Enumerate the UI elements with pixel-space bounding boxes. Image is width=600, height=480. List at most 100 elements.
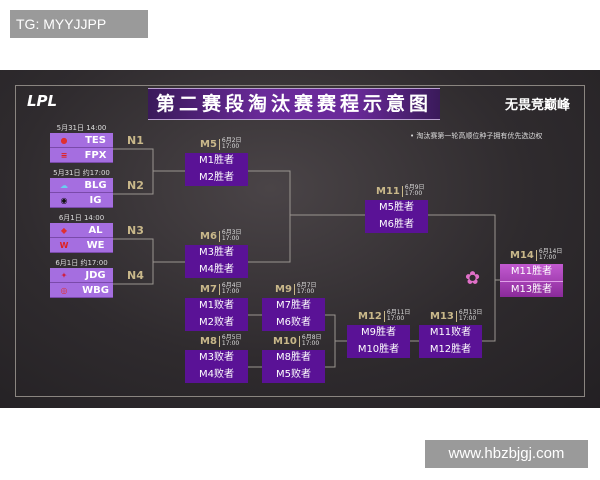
line-m6: [248, 215, 291, 263]
team-name: BLG: [84, 179, 107, 191]
team-row: ◎ WBG: [50, 283, 113, 298]
team-row: ✦ JDG: [50, 268, 113, 283]
match-time: 17:00: [538, 254, 557, 261]
slot: M8胜者: [276, 352, 311, 363]
slot: M1败者: [199, 300, 234, 311]
slot: M2败者: [199, 316, 234, 328]
match-date: 6月8日: [301, 334, 322, 341]
match-time: 17:00: [221, 235, 240, 242]
page-title: 第二赛段淘汰赛赛程示意图: [148, 88, 440, 120]
slot: M10胜者: [357, 343, 400, 355]
slot: M6败者: [276, 316, 311, 328]
tes-logo-icon: ●: [60, 135, 68, 145]
team-row: ☁ BLG: [50, 178, 113, 193]
slot: M12胜者: [429, 343, 472, 355]
overlay-label: TG: MYYJJPP: [10, 10, 148, 38]
match-box-m8: M3败者 M4败者: [185, 350, 248, 383]
line-m5: [248, 170, 365, 216]
slot: M7胜者: [276, 300, 311, 311]
match-time: 17:00: [404, 190, 423, 197]
team-name: IG: [89, 194, 102, 206]
bracket-poster: LPL 第二赛段淘汰赛赛程示意图 无畏竞巅峰 • 淘汰赛第一轮高顺位种子拥有优先…: [0, 70, 600, 408]
slot: M9胜者: [361, 327, 396, 338]
match-date: 6月1日 14:00: [58, 214, 105, 222]
team-name: FPX: [84, 149, 107, 161]
match-box-m14-final: M11胜者 M13胜者: [500, 264, 563, 297]
blg-logo-icon: ☁: [60, 180, 68, 190]
match-date: 6月1日 约17:00: [55, 259, 108, 267]
label-n2: N2: [127, 179, 144, 192]
match-time: 17:00: [221, 288, 240, 295]
match-m5: M5 6月2日 17:00: [200, 138, 242, 150]
bracket-lines: [113, 148, 500, 368]
match-date: 6月9日: [404, 184, 425, 191]
match-time: 17:00: [221, 143, 240, 150]
match-date: 6月14日: [538, 248, 563, 255]
match-box-m9: M7胜者 M6败者: [262, 298, 325, 331]
label-n1: N1: [127, 134, 144, 147]
match-id: M11: [376, 185, 403, 197]
match-box-m11: M5胜者 M6胜者: [365, 200, 428, 233]
first-round-n3: 6月1日 14:00 ◆ AL W WE: [50, 213, 113, 253]
match-id: M9: [275, 283, 295, 295]
match-date: 6月2日: [221, 137, 242, 144]
team-name: JDG: [85, 269, 106, 281]
team-name: AL: [88, 224, 103, 236]
line-m11-m13: [428, 214, 500, 342]
match-time: 17:00: [221, 340, 240, 347]
match-m8: M8 6月5日 17:00: [200, 335, 242, 347]
slot: M1胜者: [199, 155, 234, 166]
match-m10: M10 6月8日 17:00: [273, 335, 322, 347]
al-logo-icon: ◆: [60, 225, 68, 235]
match-m7: M7 6月4日 17:00: [200, 283, 242, 295]
first-round-n4: 6月1日 约17:00 ✦ JDG ◎ WBG: [50, 258, 113, 298]
match-time: 17:00: [458, 315, 477, 322]
match-m14: M14 6月14日 17:00: [510, 249, 562, 261]
team-name: WE: [86, 239, 105, 251]
line-m9-m10: [325, 314, 347, 368]
match-time: 17:00: [296, 288, 315, 295]
match-id: M5: [200, 138, 220, 150]
match-id: M6: [200, 230, 220, 242]
team-row: W WE: [50, 238, 113, 253]
we-logo-icon: W: [59, 240, 69, 250]
match-m6: M6 6月3日 17:00: [200, 230, 242, 242]
match-m12: M12 6月11日 17:00: [358, 310, 410, 322]
first-round-n1: 5月31日 14:00 ● TES ≡ FPX: [50, 123, 113, 163]
lotus-icon: ✿: [465, 268, 481, 289]
team-row: ◉ IG: [50, 193, 113, 208]
match-date: 5月31日 约17:00: [53, 169, 110, 177]
match-date: 6月3日: [221, 229, 242, 236]
match-id: M10: [273, 335, 300, 347]
line-n3-n4: [113, 238, 185, 285]
watermark: www.hbzbjgj.com: [425, 440, 588, 468]
slot: M3败者: [199, 352, 234, 363]
match-date: 6月11日: [386, 309, 411, 316]
match-box-m13: M11败者 M12胜者: [419, 325, 482, 358]
match-m13: M13 6月13日 17:00: [430, 310, 482, 322]
frame-border: [15, 85, 585, 397]
ig-logo-icon: ◉: [60, 195, 68, 205]
match-id: M8: [200, 335, 220, 347]
slot: M5败者: [276, 368, 311, 380]
slot: M13胜者: [510, 283, 553, 295]
slot: M11胜者: [500, 264, 563, 282]
match-box-m7: M1败者 M2败者: [185, 298, 248, 331]
match-id: M13: [430, 310, 457, 322]
match-id: M14: [510, 249, 537, 261]
slot: M2胜者: [199, 171, 234, 183]
match-date: 5月31日 14:00: [56, 124, 107, 132]
slogan: 无畏竞巅峰: [505, 98, 571, 113]
match-m11: M11 6月9日 17:00: [376, 185, 425, 197]
label-n3: N3: [127, 224, 144, 237]
match-id: M7: [200, 283, 220, 295]
team-name: TES: [85, 134, 106, 146]
match-date: 6月13日: [458, 309, 483, 316]
match-date: 6月7日: [296, 282, 317, 289]
slot: M11败者: [429, 327, 472, 338]
match-date: 6月4日: [221, 282, 242, 289]
slot: M5胜者: [379, 202, 414, 213]
label-n4: N4: [127, 269, 144, 282]
match-m9: M9 6月7日 17:00: [275, 283, 317, 295]
slot: M4胜者: [199, 263, 234, 275]
